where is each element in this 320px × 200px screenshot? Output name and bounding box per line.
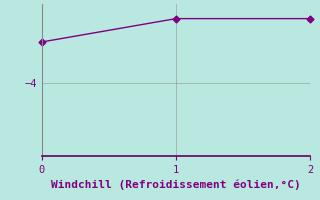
X-axis label: Windchill (Refroidissement éolien,°C): Windchill (Refroidissement éolien,°C) xyxy=(51,179,301,190)
